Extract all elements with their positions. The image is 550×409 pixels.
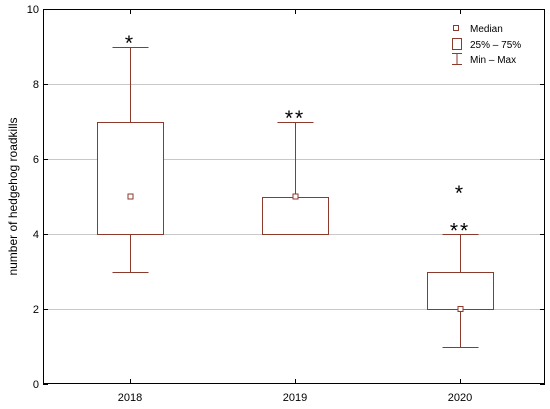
x-tick-label: 2018 — [118, 392, 142, 404]
box-2019 — [262, 122, 329, 235]
x-axis: 2018 2019 2020 — [118, 9, 472, 404]
significance-stars: * — [455, 182, 465, 205]
y-axis: 0 2 4 6 8 10 — [27, 4, 545, 391]
iqr-box — [427, 272, 494, 310]
y-tick-label: 2 — [33, 304, 39, 316]
legend-box-label: 25% – 75% — [470, 40, 521, 51]
x-tick-label: 2020 — [448, 392, 472, 404]
iqr-box — [262, 197, 329, 235]
boxes — [97, 47, 494, 348]
legend: Median 25% – 75% Min – Max — [452, 24, 521, 66]
legend-median-label: Median — [470, 24, 503, 35]
iqr-box — [97, 122, 164, 235]
significance-stars: ** — [285, 107, 305, 130]
median-marker — [127, 193, 134, 200]
y-tick-label: 4 — [33, 229, 39, 241]
y-tick-label: 10 — [27, 4, 39, 16]
legend-whisker-marker — [452, 53, 462, 65]
legend-box-marker — [452, 38, 462, 50]
y-tick-label: 0 — [33, 379, 39, 391]
significance-annotations: ****** — [125, 32, 470, 243]
box-2018 — [97, 47, 164, 273]
box-2020 — [427, 234, 494, 348]
x-tick-label: 2019 — [283, 392, 307, 404]
significance-stars: ** — [450, 220, 470, 243]
legend-median-marker — [453, 25, 459, 31]
y-tick-label: 6 — [33, 154, 39, 166]
y-tick-label: 8 — [33, 79, 39, 91]
legend-whisker-label: Min – Max — [470, 55, 516, 66]
significance-stars: * — [125, 32, 135, 55]
plot-frame — [43, 9, 545, 384]
median-marker — [457, 306, 464, 312]
y-axis-label: number of hedgehog roadkills — [6, 117, 20, 275]
median-marker — [292, 193, 299, 200]
